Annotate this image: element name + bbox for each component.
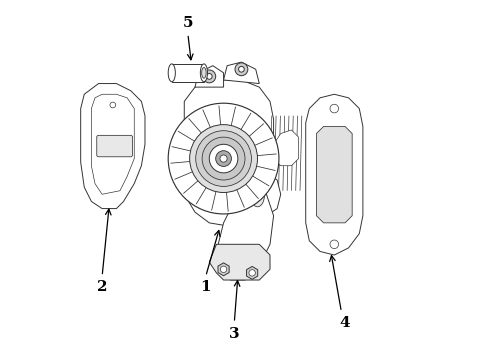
Polygon shape [306, 94, 363, 255]
Polygon shape [81, 84, 145, 208]
Circle shape [216, 151, 231, 166]
Circle shape [209, 144, 238, 173]
Circle shape [202, 137, 245, 180]
Circle shape [330, 104, 339, 113]
Circle shape [203, 70, 216, 83]
Circle shape [206, 73, 212, 79]
Polygon shape [209, 244, 270, 280]
Text: 5: 5 [183, 16, 193, 30]
Circle shape [196, 131, 251, 186]
Polygon shape [223, 62, 259, 84]
Circle shape [110, 102, 116, 108]
Text: 3: 3 [229, 327, 240, 341]
Circle shape [220, 155, 227, 162]
Text: 2: 2 [97, 280, 107, 294]
Polygon shape [273, 130, 298, 166]
Circle shape [330, 240, 339, 249]
Circle shape [190, 125, 258, 193]
Polygon shape [317, 126, 352, 223]
Polygon shape [234, 173, 281, 216]
Circle shape [220, 266, 227, 273]
Text: 1: 1 [200, 280, 211, 294]
Bar [172, 64, 204, 82]
Ellipse shape [202, 67, 206, 78]
FancyBboxPatch shape [97, 135, 132, 157]
Polygon shape [217, 187, 273, 280]
Circle shape [235, 63, 248, 76]
Polygon shape [195, 66, 223, 87]
Circle shape [168, 103, 279, 214]
Polygon shape [246, 266, 258, 279]
Circle shape [249, 270, 255, 276]
Polygon shape [218, 263, 229, 276]
Text: 4: 4 [340, 316, 350, 330]
Ellipse shape [168, 64, 175, 82]
Ellipse shape [200, 64, 207, 82]
Polygon shape [184, 80, 273, 226]
Circle shape [239, 66, 245, 72]
Ellipse shape [250, 182, 265, 207]
